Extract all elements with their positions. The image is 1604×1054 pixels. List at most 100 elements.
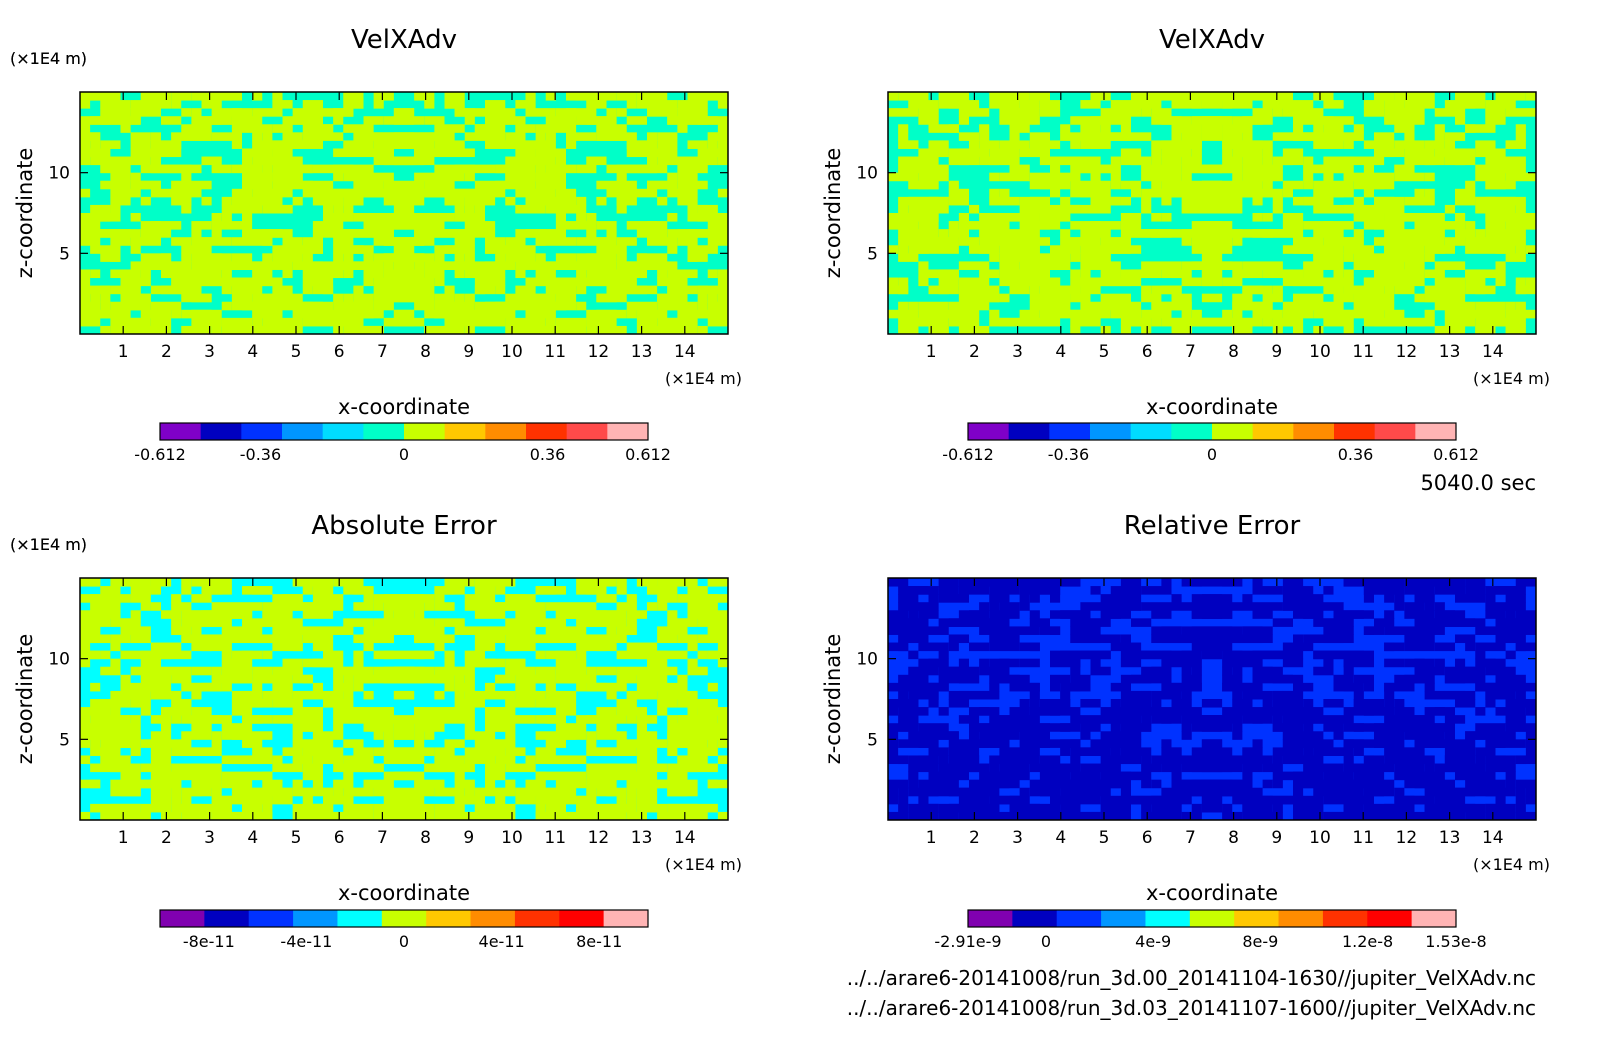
colorbar-segment xyxy=(1411,910,1457,927)
colorbar-tick-label: 0 xyxy=(1041,932,1051,951)
x-tick-label: 6 xyxy=(334,342,345,362)
y-tick-label: 10 xyxy=(856,650,878,670)
x-axis-label: x-coordinate xyxy=(1146,881,1278,905)
x-tick-label: 9 xyxy=(463,342,474,362)
plot-frame xyxy=(887,91,1537,335)
colorbar-segment xyxy=(968,423,1010,440)
colorbar-tick-label: 0.36 xyxy=(530,445,566,464)
colorbar-frame xyxy=(967,909,1457,928)
colorbar-segment xyxy=(1101,910,1146,927)
y-unit-label: (×1E4 m) xyxy=(10,535,87,554)
chart-panel-2: VelXAdv(×1E4 m)(×1E4 m)1 2 3 4 5 6 7 8 9 10 11 12 13… xyxy=(10,25,1550,464)
colorbar-segment xyxy=(160,910,205,927)
colorbar-segment xyxy=(322,423,364,440)
colorbar-segment xyxy=(566,423,608,440)
x-tick-label: 1 xyxy=(926,342,937,362)
y-unit-label: (×1E4 m) xyxy=(10,535,87,554)
colorbar-tick-label: 8e-9 xyxy=(1242,932,1278,951)
colorbar-tick-label: -8e-11 xyxy=(183,932,235,951)
colorbar-frame xyxy=(159,422,649,441)
colorbar-segment xyxy=(1278,910,1324,927)
chart-title: VelXAdv xyxy=(351,25,457,55)
x-tick-label: 8 xyxy=(420,342,431,362)
colorbar-segment xyxy=(444,423,486,440)
time-label: 5040.0 sec xyxy=(1420,471,1536,495)
x-axis-label: x-coordinate xyxy=(338,395,470,419)
x-tick-label: 9 xyxy=(1271,828,1282,848)
chart-title: Absolute Error xyxy=(311,511,497,541)
y-tick-label: 10 xyxy=(48,650,70,670)
y-tick-label: 5 xyxy=(59,244,70,264)
colorbar-segment xyxy=(160,423,202,440)
x-tick-label: 1 xyxy=(118,342,129,362)
heatmap-field xyxy=(80,92,728,334)
x-tick-label: 1 xyxy=(926,828,937,848)
x-tick-label: 5 xyxy=(1099,342,1110,362)
plot-frame xyxy=(887,577,1537,821)
x-tick-label: 2 xyxy=(969,828,980,848)
x-tick-label: 6 xyxy=(1142,828,1153,848)
colorbar-segment xyxy=(248,910,294,927)
y-axis-label: z-coordinate xyxy=(13,148,37,279)
colorbar-tick-label: -0.612 xyxy=(134,445,186,464)
x-tick-label: 4 xyxy=(1055,342,1066,362)
colorbar-segment xyxy=(1049,423,1091,440)
chart-panel-4: Relative Error(×1E4 m)(×1E4 m)1 2 3 4 5 6 7 8 9 1… xyxy=(10,511,1550,951)
colorbar-segment xyxy=(1212,423,1254,440)
x-tick-label: 4 xyxy=(1055,828,1066,848)
x-tick-label: 1 xyxy=(118,828,129,848)
x-unit-label: (×1E4 m) xyxy=(1473,369,1550,388)
colorbar-segment xyxy=(1090,423,1132,440)
x-axis-label: x-coordinate xyxy=(338,881,470,905)
x-tick-label: 14 xyxy=(1482,828,1504,848)
y-tick-label: 10 xyxy=(48,164,70,184)
colorbar: -0.612 -0.36 0 0.36 0.612 xyxy=(942,422,1479,464)
colorbar-tick-label: 0 xyxy=(399,932,409,951)
colorbar-segment xyxy=(1322,910,1368,927)
x-tick-label: 12 xyxy=(1396,342,1418,362)
colorbar-segment xyxy=(1056,910,1102,927)
chart-panel-3: Absolute Error(×1E4 m)(×1E4 m)1 2 3 4 5 6 7 8 9 1… xyxy=(10,511,742,951)
x-tick-label: 6 xyxy=(334,828,345,848)
x-tick-label: 5 xyxy=(291,342,302,362)
x-tick-label: 14 xyxy=(674,342,696,362)
colorbar-segment xyxy=(1171,423,1213,440)
x-unit-label: (×1E4 m) xyxy=(665,369,742,388)
x-tick-label: 11 xyxy=(1352,828,1374,848)
y-axis-label: z-coordinate xyxy=(13,634,37,765)
x-tick-label: 7 xyxy=(377,828,388,848)
colorbar-frame xyxy=(967,422,1457,441)
colorbar-tick-label: 1.2e-8 xyxy=(1342,932,1393,951)
colorbar-segment xyxy=(1234,910,1280,927)
colorbar-tick-label: -0.612 xyxy=(942,445,994,464)
x-tick-label: 13 xyxy=(1439,342,1461,362)
x-unit-label: (×1E4 m) xyxy=(1473,855,1550,874)
colorbar: -0.612 -0.36 0 0.36 0.612 xyxy=(134,422,671,464)
colorbar-segment xyxy=(1293,423,1335,440)
chart-title: Relative Error xyxy=(1124,511,1301,541)
colorbar-segment xyxy=(200,423,242,440)
y-tick-label: 5 xyxy=(59,730,70,750)
x-tick-label: 12 xyxy=(588,828,610,848)
x-tick-label: 4 xyxy=(247,828,258,848)
x-tick-label: 11 xyxy=(1352,342,1374,362)
colorbar-segment xyxy=(1334,423,1376,440)
colorbar-segment xyxy=(607,423,649,440)
x-tick-label: 9 xyxy=(1271,342,1282,362)
colorbar-segment xyxy=(282,423,324,440)
y-unit-label: (×1E4 m) xyxy=(10,49,87,68)
colorbar: -2.91e-9 0 4e-9 8e-9 1.2e-8 1.53e-8 xyxy=(934,909,1487,951)
colorbar-segment xyxy=(1189,910,1235,927)
x-tick-label: 11 xyxy=(544,342,566,362)
plot-frame xyxy=(79,91,729,335)
colorbar-segment xyxy=(1008,423,1050,440)
x-tick-label: 4 xyxy=(247,342,258,362)
colorbar-segment xyxy=(1415,423,1457,440)
colorbar-tick-label: -2.91e-9 xyxy=(934,932,1001,951)
colorbar-segment xyxy=(968,910,1013,927)
colorbar-segment xyxy=(293,910,338,927)
colorbar-segment xyxy=(603,910,649,927)
colorbar-tick-label: 0 xyxy=(1207,445,1217,464)
x-tick-label: 3 xyxy=(1012,828,1023,848)
colorbar-segment xyxy=(1367,910,1413,927)
